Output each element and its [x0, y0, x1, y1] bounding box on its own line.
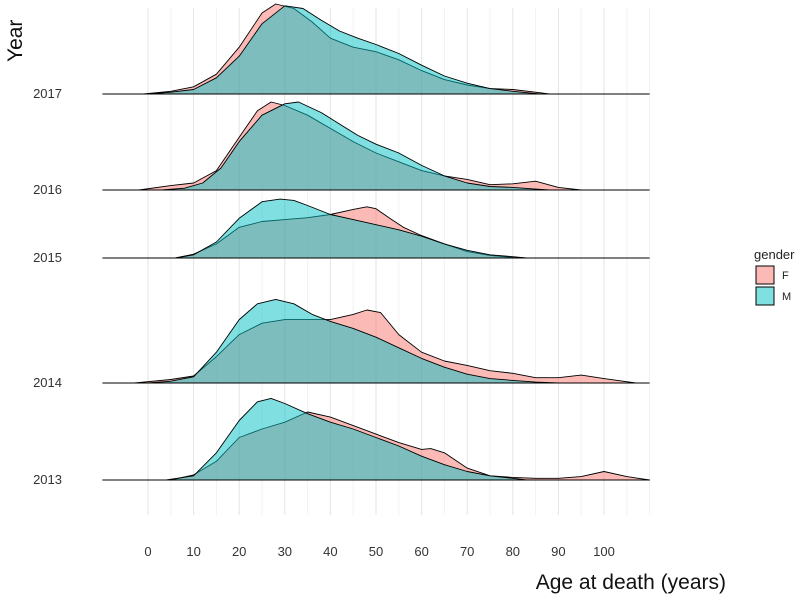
year-label-2013: 2013	[33, 472, 62, 487]
x-tick-label: 40	[323, 544, 337, 559]
x-tick-label: 90	[551, 544, 565, 559]
year-label-2017: 2017	[33, 86, 62, 101]
legend: gender FM	[754, 247, 795, 306]
density-ridges	[102, 3, 651, 481]
x-tick-label: 80	[506, 544, 520, 559]
x-tick-label: 100	[593, 544, 615, 559]
x-axis-title: Age at death (years)	[536, 571, 726, 594]
x-tick-label: 60	[414, 544, 428, 559]
ridge-2016	[102, 101, 650, 191]
year-label-2014: 2014	[33, 375, 62, 390]
x-tick-label: 70	[460, 544, 474, 559]
legend-label-F: F	[782, 270, 789, 282]
x-tick-label: 50	[369, 544, 383, 559]
legend-title: gender	[754, 247, 795, 262]
density-M-2017	[147, 5, 541, 95]
ridge-2015	[102, 198, 650, 259]
x-tick-labels: 0 10 20 30 40 50 60 70 80 90 100	[144, 544, 614, 559]
year-label-2015: 2015	[33, 250, 62, 265]
legend-key-M	[755, 286, 775, 306]
x-tick-label: 10	[186, 544, 200, 559]
density-M-2014	[147, 298, 559, 384]
x-tick-label: 30	[278, 544, 292, 559]
ridge-2013	[102, 397, 651, 481]
density-M-2013	[165, 397, 527, 481]
year-labels: 2017 2016 2015 2014 2013	[33, 86, 62, 487]
y-axis-title: Year	[4, 20, 27, 62]
ridge-2014	[102, 298, 650, 384]
x-tick-label: 20	[232, 544, 246, 559]
legend-key-F	[755, 265, 775, 285]
x-tick-label: 0	[144, 544, 151, 559]
legend-label-M: M	[782, 291, 791, 303]
ridge-2017	[102, 3, 650, 95]
density-M-2015	[174, 198, 527, 259]
density-M-2016	[161, 101, 550, 191]
year-label-2016: 2016	[33, 182, 62, 197]
